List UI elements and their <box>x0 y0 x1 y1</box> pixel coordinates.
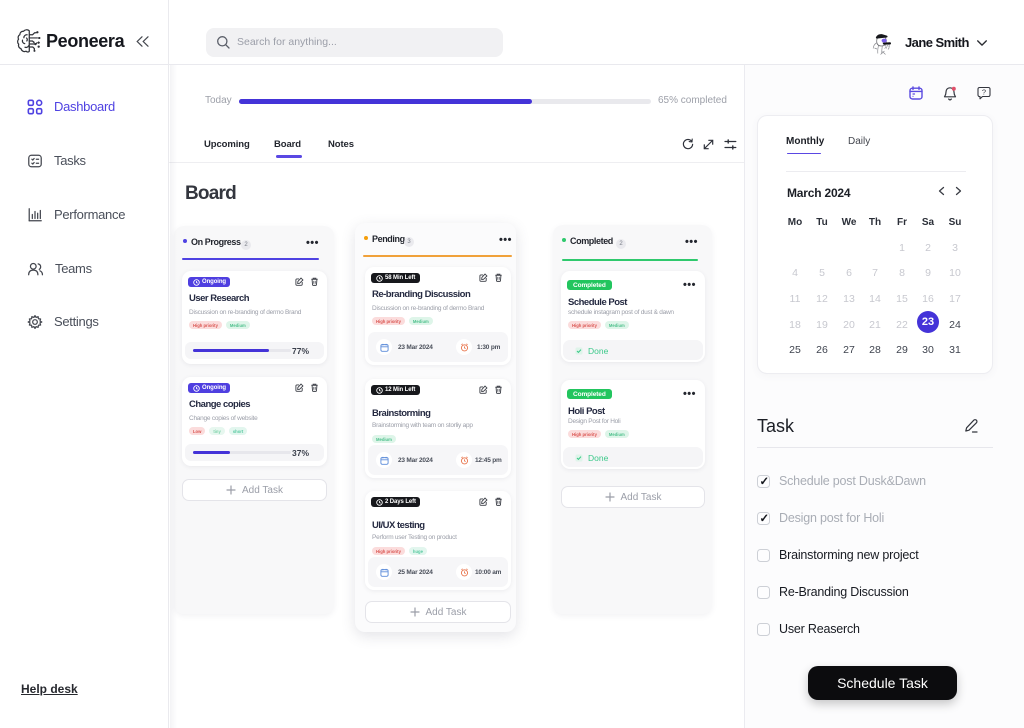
svg-text:?: ? <box>982 87 986 96</box>
